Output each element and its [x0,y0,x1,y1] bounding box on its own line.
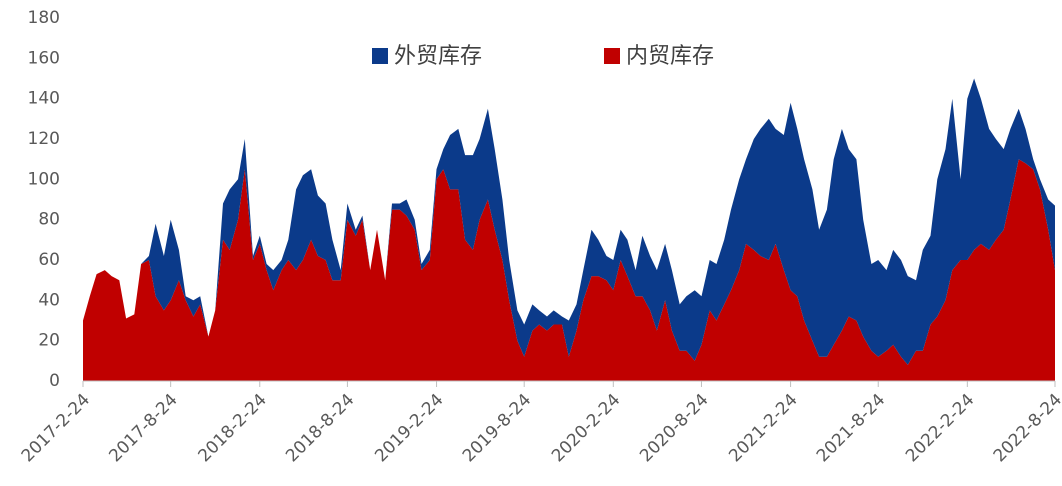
y-tick-label: 0 [49,371,60,391]
legend-swatch [604,48,620,64]
y-tick-label: 180 [28,8,60,28]
x-tick-label: 2019-8-24 [459,390,535,466]
y-tick-label: 20 [38,331,60,351]
y-tick-label: 160 [28,48,60,68]
y-tick-label: 120 [28,129,60,149]
x-tick-label: 2019-2-24 [371,390,447,466]
y-tick-label: 80 [38,210,60,230]
area [83,159,1055,381]
legend-label: 外贸库存 [394,44,482,69]
legend-swatch [372,48,388,64]
x-tick-label: 2018-8-24 [282,390,358,466]
x-tick-label: 2017-2-24 [18,390,94,466]
legend-label: 内贸库存 [626,44,714,69]
x-tick-label: 2021-8-24 [813,390,889,466]
y-tick-label: 100 [28,169,60,189]
x-tick-label: 2018-2-24 [194,390,270,466]
y-tick-label: 140 [28,89,60,109]
x-tick-label: 2017-8-24 [105,390,181,466]
x-tick-label: 2020-8-24 [636,390,712,466]
y-tick-label: 40 [38,290,60,310]
y-tick-label: 60 [38,250,60,270]
area [83,78,1055,365]
x-tick-label: 2021-2-24 [725,390,801,466]
x-tick-label: 2022-8-24 [990,390,1062,466]
x-tick-label: 2020-2-24 [548,390,624,466]
x-tick-label: 2022-2-24 [902,390,978,466]
